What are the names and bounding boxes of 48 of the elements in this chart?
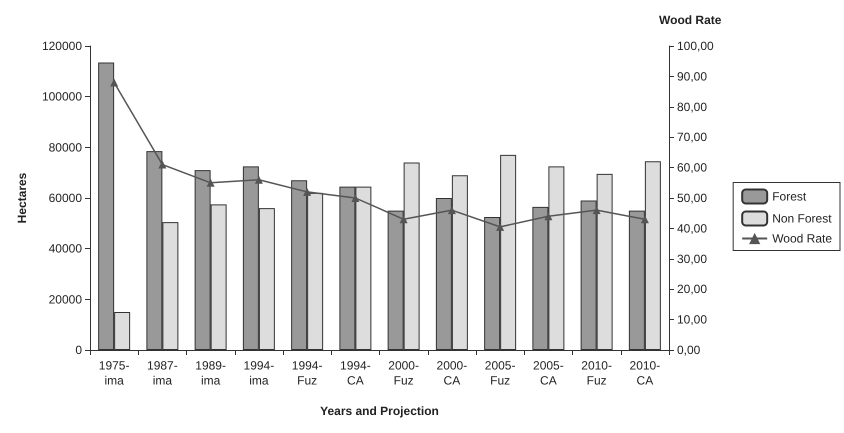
y2-tick-label: 0,00 bbox=[677, 343, 701, 357]
point bbox=[351, 194, 360, 202]
x-tick-label: 2005-Fuz bbox=[484, 358, 516, 388]
x-tick-label: 1994-CA bbox=[340, 358, 371, 388]
point bbox=[303, 188, 312, 196]
legend-label: Non Forest bbox=[772, 212, 832, 226]
y2-tick-label: 50,00 bbox=[677, 191, 708, 205]
x-tick-label: 2000-CA bbox=[436, 358, 468, 388]
point bbox=[158, 160, 166, 169]
y2-tick-label: 10,00 bbox=[677, 312, 708, 327]
y2-tick-label: 60,00 bbox=[677, 160, 708, 175]
point bbox=[110, 78, 118, 86]
y-axis-title: Hectares bbox=[15, 172, 29, 224]
y-tick-label: 0 bbox=[75, 343, 82, 357]
point bbox=[206, 178, 215, 187]
y2-tick-label: 20,00 bbox=[677, 282, 708, 296]
y2-tick-label: 40,00 bbox=[677, 221, 708, 236]
x-tick-label: 2010-CA bbox=[630, 358, 660, 388]
point bbox=[640, 215, 649, 224]
y2-tick-label: 100,00 bbox=[677, 39, 714, 53]
point bbox=[254, 176, 263, 184]
point bbox=[592, 206, 601, 214]
x-tick-label: 1994-ima bbox=[244, 358, 274, 388]
x-tick-label: 1989-ima bbox=[195, 358, 226, 388]
point bbox=[448, 206, 456, 214]
legend-label: Wood Rate bbox=[772, 232, 832, 246]
y-tick-label: 20000 bbox=[48, 292, 82, 306]
x-tick-label: 1987-ima bbox=[147, 358, 178, 388]
point bbox=[400, 215, 408, 224]
y2-tick-label: 30,00 bbox=[677, 252, 708, 266]
y-tick-label: 100000 bbox=[42, 90, 82, 104]
point bbox=[544, 212, 552, 220]
y-tick-label: 120000 bbox=[42, 39, 82, 53]
x-tick-label: 1994-Fuz bbox=[292, 358, 322, 388]
y-tick-label: 60000 bbox=[48, 191, 82, 205]
x-tick-label: 2000-Fuz bbox=[388, 358, 419, 388]
y2-tick-label: 70,00 bbox=[677, 130, 708, 144]
x-axis-title: Years and Projection bbox=[320, 404, 439, 418]
y2-tick-label: 90,00 bbox=[677, 69, 708, 84]
y-tick-label: 80000 bbox=[48, 140, 82, 154]
x-tick-label: 1975-ima bbox=[98, 358, 130, 388]
x-tick-label: 2005-CA bbox=[533, 358, 564, 388]
y2-axis-title: Wood Rate bbox=[659, 13, 722, 27]
x-tick-label: 2010-Fuz bbox=[581, 358, 612, 388]
legend-label: Forest bbox=[772, 190, 807, 204]
y-tick-label: 40000 bbox=[48, 242, 82, 256]
point bbox=[496, 222, 504, 231]
y2-tick-label: 80,00 bbox=[677, 100, 708, 114]
